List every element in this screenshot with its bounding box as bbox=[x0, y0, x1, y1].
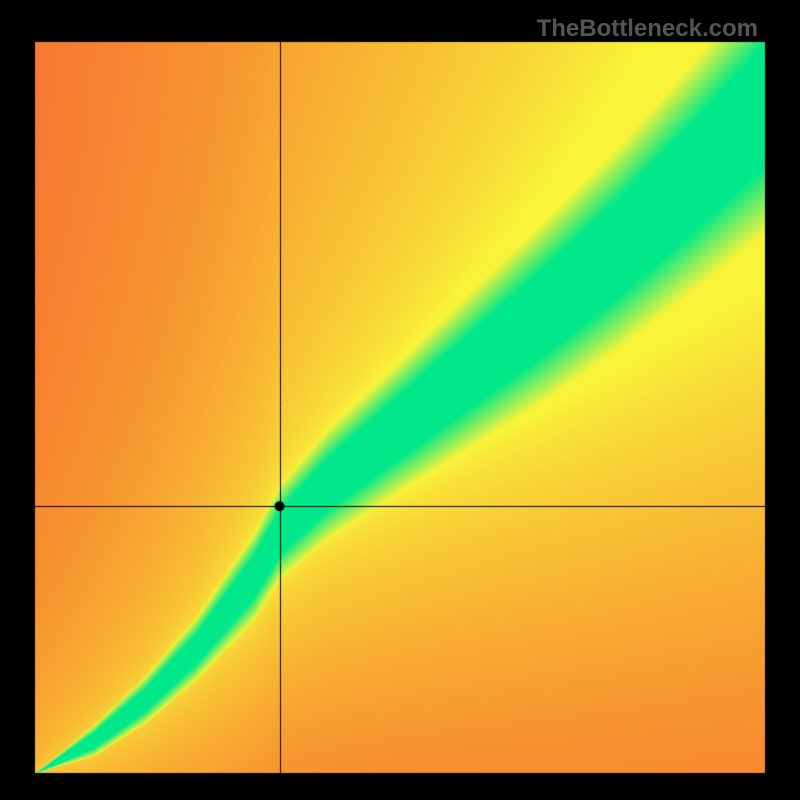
bottleneck-heatmap bbox=[0, 0, 800, 800]
watermark-text: TheBottleneck.com bbox=[537, 15, 758, 43]
